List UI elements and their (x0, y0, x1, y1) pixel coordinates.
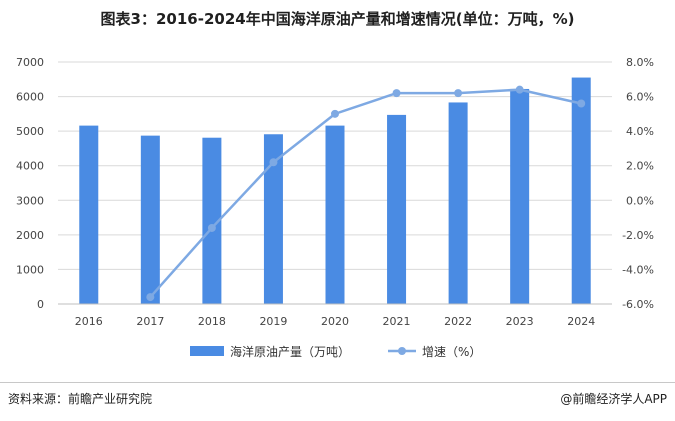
right-tick-label: 6.0% (626, 91, 654, 104)
legend-line-label: 增速（%） (422, 345, 481, 359)
bar (140, 135, 160, 304)
legend-bar-swatch (190, 346, 224, 356)
right-tick-label: 8.0% (626, 56, 654, 69)
axes: 0 1000 2000 3000 4000 5000 6000 7000 -6.0% -4.0% -… (16, 56, 654, 328)
right-tick-label: -4.0% (622, 263, 654, 276)
source-note: 资料来源：前瞻产业研究院 (8, 392, 153, 406)
x-tick-label: 2019 (259, 315, 287, 328)
line-point (146, 293, 155, 302)
left-tick-label: 5000 (16, 125, 44, 138)
right-tick-label: -2.0% (622, 229, 654, 242)
bar (202, 137, 222, 304)
line-point (454, 89, 463, 98)
bar (325, 125, 345, 305)
line-point (577, 99, 586, 108)
left-tick-label: 2000 (16, 229, 44, 242)
left-tick-label: 0 (37, 298, 44, 311)
left-tick-label: 4000 (16, 160, 44, 173)
footer-divider (0, 382, 675, 383)
left-tick-label: 1000 (16, 263, 44, 276)
x-tick-label: 2020 (321, 315, 349, 328)
right-tick-label: 4.0% (626, 125, 654, 138)
x-tick-label: 2017 (136, 315, 164, 328)
line-point (207, 223, 216, 232)
line-point (515, 85, 524, 94)
left-tick-label: 6000 (16, 91, 44, 104)
x-tick-label: 2018 (198, 315, 226, 328)
line-point (392, 89, 401, 98)
bar (510, 88, 530, 304)
x-tick-label: 2023 (506, 315, 534, 328)
x-tick-label: 2022 (444, 315, 472, 328)
brand-note: @前瞻经济学人APP (560, 392, 667, 406)
growth-line (149, 88, 582, 298)
right-tick-label: 0.0% (626, 194, 654, 207)
x-tick-label: 2016 (75, 315, 103, 328)
line-series (146, 85, 586, 302)
legend: 海洋原油产量（万吨） 增速（%） (190, 344, 481, 359)
line-point (269, 158, 278, 167)
left-tick-label: 7000 (16, 56, 44, 69)
x-tick-label: 2024 (567, 315, 595, 328)
bar (263, 134, 283, 304)
left-tick-label: 3000 (16, 194, 44, 207)
x-tick-label: 2021 (383, 315, 411, 328)
right-tick-label: 2.0% (626, 160, 654, 173)
legend-bar-label: 海洋原油产量（万吨） (230, 344, 350, 359)
bar (387, 114, 407, 304)
bar (79, 125, 99, 305)
bar-series (79, 77, 591, 305)
line-point (331, 109, 339, 118)
bar (448, 102, 468, 304)
right-tick-label: -6.0% (622, 298, 654, 311)
bar (571, 77, 591, 304)
chart-title: 图表3：2016-2024年中国海洋原油产量和增速情况(单位：万吨，%) (100, 10, 575, 28)
legend-line-marker (398, 347, 406, 355)
